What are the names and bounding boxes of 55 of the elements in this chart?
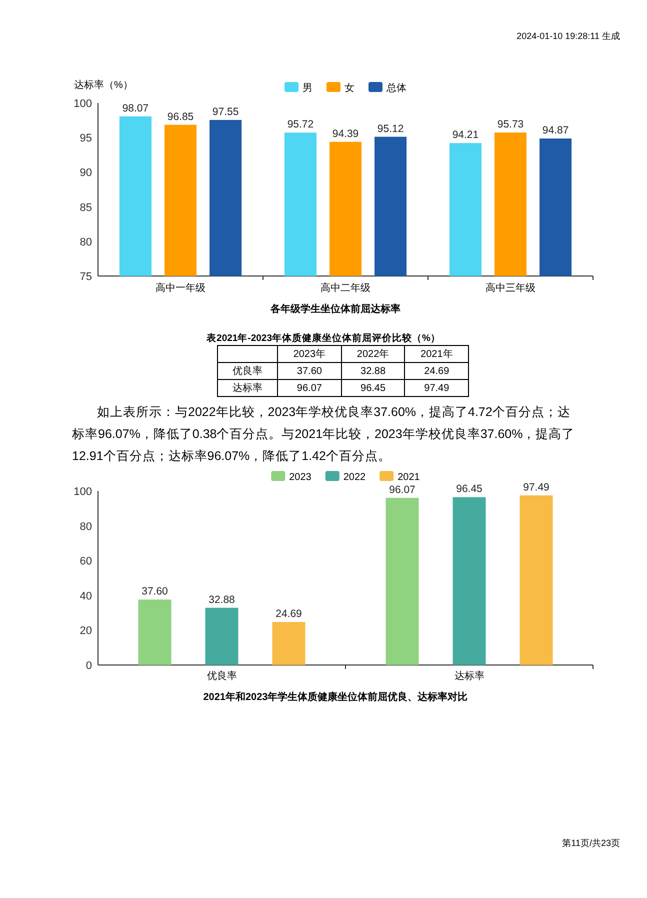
legend-label: 2023	[289, 472, 312, 483]
y-tick-label: 80	[80, 236, 92, 248]
y-tick-label: 60	[80, 556, 92, 568]
data-label: 97.55	[212, 106, 239, 118]
legend-label: 女	[344, 82, 354, 94]
y-tick-label: 95	[80, 132, 92, 145]
bar	[520, 495, 553, 665]
text: 2024-01-10 19:28:11 生成	[516, 31, 620, 41]
x-tick-label: 达标率	[454, 670, 484, 682]
y-tick-label: 90	[80, 167, 92, 180]
category-label: 2022年	[341, 346, 405, 362]
y-tick-label: 0	[86, 660, 92, 672]
legend-label: 总体	[386, 82, 406, 94]
data-label: 96.45	[456, 483, 483, 496]
bar	[452, 497, 486, 665]
data-label: 97.49	[523, 481, 550, 494]
data-label: 98.07	[122, 102, 149, 114]
text: 如上表所示：与2022年比较，2023年学校优良率37.60%，提高了4.72个百分点；达标率96.07%，降低了0.38个百分点。与2021年比较，2023年学校优良率37.60%，提高了12.91个百分点；达标率96.07%，降低了1.42个百分点。	[72, 404, 576, 465]
bar	[138, 600, 172, 665]
data-label: 94.39	[332, 128, 359, 140]
data-label: 37.60	[142, 586, 168, 598]
y-tick-label: 85	[80, 202, 92, 214]
data-label: 95.12	[377, 122, 404, 135]
x-tick-label: 高中三年级	[486, 282, 536, 294]
bar	[386, 498, 419, 665]
data-label: 95.72	[287, 118, 314, 131]
bar	[272, 622, 306, 665]
y-tick-label: 100	[74, 98, 92, 110]
category-label: 2021年	[404, 346, 468, 362]
text: 表2021年-2023年体质健康坐位体前屈评价比较（%）	[206, 332, 442, 345]
y-tick-label: 20	[80, 625, 92, 638]
x-tick-label: 优良率	[206, 670, 237, 682]
category-label: 2023年	[278, 346, 342, 362]
bar	[205, 608, 238, 665]
data-label: 96.07	[389, 484, 416, 496]
data-label: 94.21	[452, 129, 479, 142]
data-label: 96.85	[167, 110, 194, 123]
y-tick-label: 80	[80, 520, 92, 533]
y-axis-title: 达标率（%）	[74, 79, 133, 91]
data-label: 24.69	[276, 608, 302, 620]
y-tick-label: 100	[74, 486, 92, 498]
y-tick-label: 75	[80, 271, 92, 283]
x-tick-label: 高中一年级	[156, 282, 206, 294]
x-tick-label: 高中二年级	[320, 282, 370, 294]
legend-label: 2021	[398, 472, 420, 483]
text: 2021年和2023年学生体质健康坐位体前屈优良、达标率对比	[203, 691, 468, 703]
y-tick-label: 40	[80, 590, 92, 602]
data-label: 95.73	[497, 118, 524, 131]
text: 第11页/共23页	[562, 838, 620, 848]
text: 各年级学生坐位体前屈达标率	[270, 303, 400, 315]
legend-label: 男	[302, 83, 312, 94]
data-label: 94.87	[542, 124, 569, 136]
legend-label: 2022	[343, 472, 366, 483]
table: 2023年 2022年 2021年 优良率 37.60 32.88 24.69 达标率 96.07 96.45 97.49	[217, 345, 469, 397]
data-label: 32.88	[208, 594, 236, 606]
